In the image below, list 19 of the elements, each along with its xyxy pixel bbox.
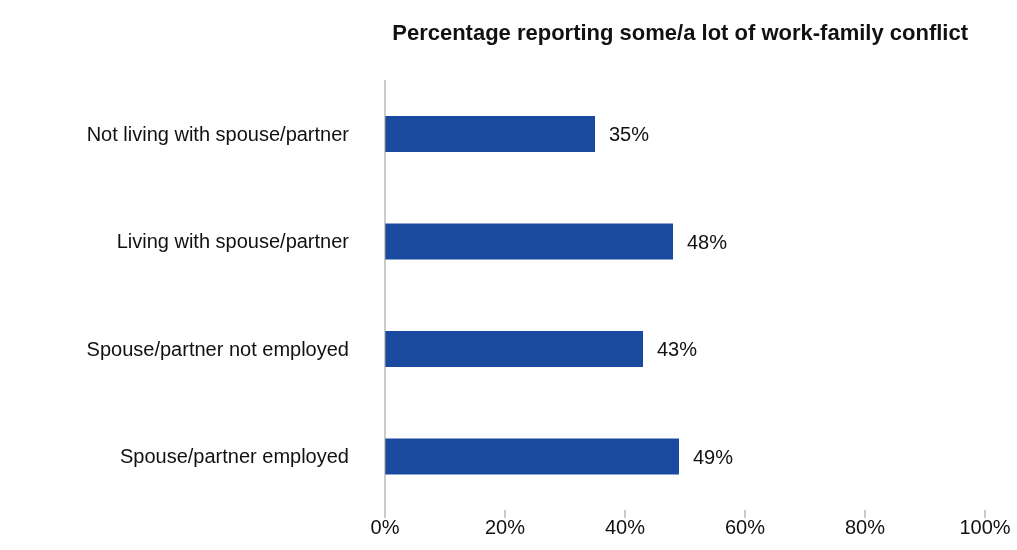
- y-tick-label: Spouse/partner not employed: [86, 337, 349, 360]
- y-tick-label: Living with spouse/partner: [116, 230, 350, 253]
- y-tick-label: Spouse/partner employed: [119, 445, 349, 468]
- chart-title: Percentage reporting some/a lot of work-family conflict: [391, 19, 969, 47]
- bar: [385, 438, 679, 475]
- x-tick-label: 0%: [370, 516, 400, 539]
- x-tick-label: 20%: [484, 516, 526, 539]
- x-tick-label: 40%: [604, 516, 646, 539]
- bar: [385, 223, 673, 260]
- bar: [385, 116, 595, 152]
- y-tick-label: Not living with spouse/partner: [86, 122, 350, 145]
- data-label: 43%: [657, 338, 698, 361]
- x-tick-label: 100%: [959, 516, 1011, 539]
- data-label: 35%: [609, 123, 650, 146]
- data-label: 48%: [687, 230, 728, 253]
- data-label: 49%: [693, 445, 734, 468]
- x-tick-label: 60%: [724, 516, 766, 539]
- bar: [385, 331, 643, 367]
- x-tick-label: 80%: [844, 516, 886, 539]
